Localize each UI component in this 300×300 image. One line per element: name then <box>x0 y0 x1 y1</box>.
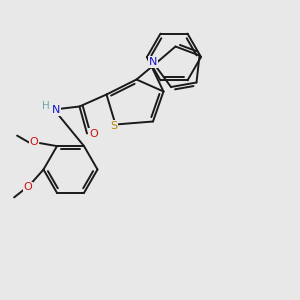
Text: O: O <box>23 182 32 193</box>
Text: O: O <box>89 129 98 139</box>
Text: N: N <box>149 57 157 67</box>
Text: S: S <box>110 121 118 131</box>
Text: N: N <box>52 105 61 115</box>
Text: O: O <box>29 136 38 147</box>
Text: H: H <box>42 101 50 111</box>
